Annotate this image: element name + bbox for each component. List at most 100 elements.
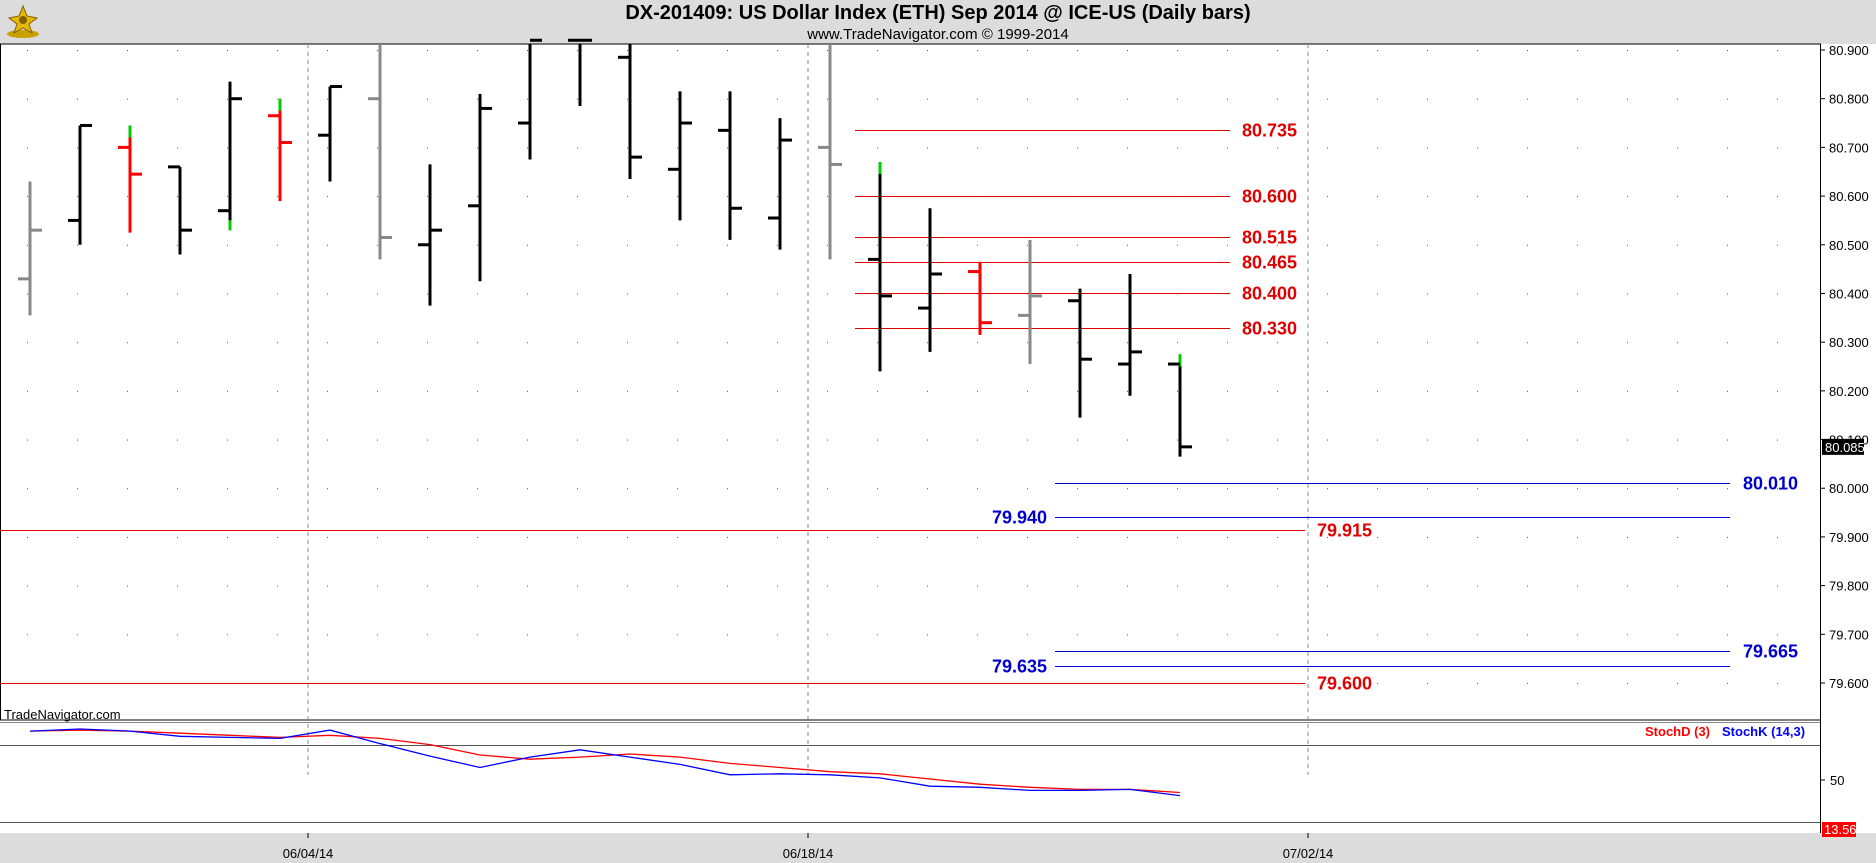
grid-dot xyxy=(577,439,578,441)
axis-tick-label: 80.200 xyxy=(1829,384,1869,399)
grid-dot xyxy=(727,488,728,490)
grid-dot xyxy=(227,585,228,587)
grid-dot xyxy=(27,439,28,441)
grid-dot xyxy=(1727,98,1728,100)
grid-dot xyxy=(827,585,828,587)
grid-dot xyxy=(277,634,278,636)
grid-dot xyxy=(927,342,928,344)
grid-dot xyxy=(127,536,128,538)
ohlc-bar xyxy=(868,161,892,372)
grid-dot xyxy=(1527,683,1528,684)
grid-dot xyxy=(27,147,28,149)
grid-dot xyxy=(427,536,428,538)
grid-dot xyxy=(827,98,828,100)
grid-dot xyxy=(677,196,678,198)
grid-dot xyxy=(677,342,678,344)
grid-dot xyxy=(377,244,378,246)
grid-dot xyxy=(1277,147,1278,149)
grid-dot xyxy=(1377,634,1378,636)
grid-dot xyxy=(77,634,78,636)
grid-dot xyxy=(727,98,728,100)
grid-dot xyxy=(177,536,178,538)
grid-dot xyxy=(577,585,578,587)
grid-dot xyxy=(927,585,928,587)
grid-dot xyxy=(1527,585,1528,587)
grid-dot xyxy=(1377,196,1378,198)
grid-dot xyxy=(827,196,828,198)
grid-dot xyxy=(1477,196,1478,198)
grid-dot xyxy=(777,147,778,149)
grid-dot xyxy=(1127,536,1128,538)
grid-dot xyxy=(1677,147,1678,149)
grid-dot xyxy=(1027,342,1028,344)
grid-dot xyxy=(427,634,428,636)
grid-dot xyxy=(1277,342,1278,344)
grid-dot xyxy=(927,50,928,51)
grid-dot xyxy=(427,98,428,100)
grid-dot xyxy=(1227,390,1228,392)
grid-dot xyxy=(1677,683,1678,684)
grid-dot xyxy=(827,488,828,490)
grid-dot xyxy=(177,390,178,392)
grid-dot xyxy=(827,439,828,441)
grid-dot xyxy=(827,293,828,295)
grid-dot xyxy=(1477,488,1478,490)
grid-dot xyxy=(127,488,128,490)
ohlc-bar xyxy=(18,181,42,316)
grid-dot xyxy=(427,585,428,587)
ohlc-bar xyxy=(1018,239,1042,365)
grid-dot xyxy=(227,98,228,100)
grid-dot xyxy=(1177,50,1178,51)
grid-dot xyxy=(777,634,778,636)
grid-dot xyxy=(1427,536,1428,538)
grid-dot xyxy=(27,293,28,295)
grid-dot xyxy=(577,50,578,51)
grid-dot xyxy=(1727,390,1728,392)
grid-dot xyxy=(1777,50,1778,51)
grid-dot xyxy=(1227,488,1228,490)
grid-dot xyxy=(1077,147,1078,149)
grid-dot xyxy=(277,585,278,587)
grid-dot xyxy=(1077,634,1078,636)
grid-dot xyxy=(1627,536,1628,538)
grid-dot xyxy=(677,147,678,149)
grid-dot xyxy=(1677,634,1678,636)
grid-dot xyxy=(1277,98,1278,100)
grid-dot xyxy=(1027,98,1028,100)
grid-dot xyxy=(77,488,78,490)
level-label: 80.330 xyxy=(1242,319,1297,339)
grid-dot xyxy=(177,98,178,100)
level-label: 80.400 xyxy=(1242,284,1297,304)
grid-dot xyxy=(1727,488,1728,490)
grid-dot xyxy=(177,196,178,198)
grid-dot xyxy=(1677,196,1678,198)
ohlc-bar xyxy=(668,91,692,221)
grid-dot xyxy=(777,585,778,587)
grid-dot xyxy=(1377,147,1378,149)
grid-dot xyxy=(477,439,478,441)
grid-dot xyxy=(1327,683,1328,684)
level-label: 80.600 xyxy=(1242,187,1297,207)
grid-dot xyxy=(377,342,378,344)
grid-dot xyxy=(1477,147,1478,149)
level-label: 80.735 xyxy=(1242,121,1297,141)
grid-dot xyxy=(627,50,628,51)
grid-dot xyxy=(427,196,428,198)
grid-dot xyxy=(477,98,478,100)
ohlc-bar xyxy=(368,44,392,260)
level-label: 79.940 xyxy=(992,508,1047,528)
grid-dot xyxy=(1627,293,1628,295)
grid-dot xyxy=(1377,439,1378,441)
grid-dot xyxy=(1227,244,1228,246)
grid-dot xyxy=(1277,488,1278,490)
grid-dot xyxy=(1077,390,1078,392)
grid-dot xyxy=(1577,98,1578,100)
grid-dot xyxy=(1427,50,1428,51)
grid-dot xyxy=(1077,342,1078,344)
grid-dot xyxy=(27,634,28,636)
grid-dot xyxy=(427,439,428,441)
grid-dot xyxy=(377,634,378,636)
grid-dot xyxy=(977,147,978,149)
grid-dot xyxy=(1277,293,1278,295)
